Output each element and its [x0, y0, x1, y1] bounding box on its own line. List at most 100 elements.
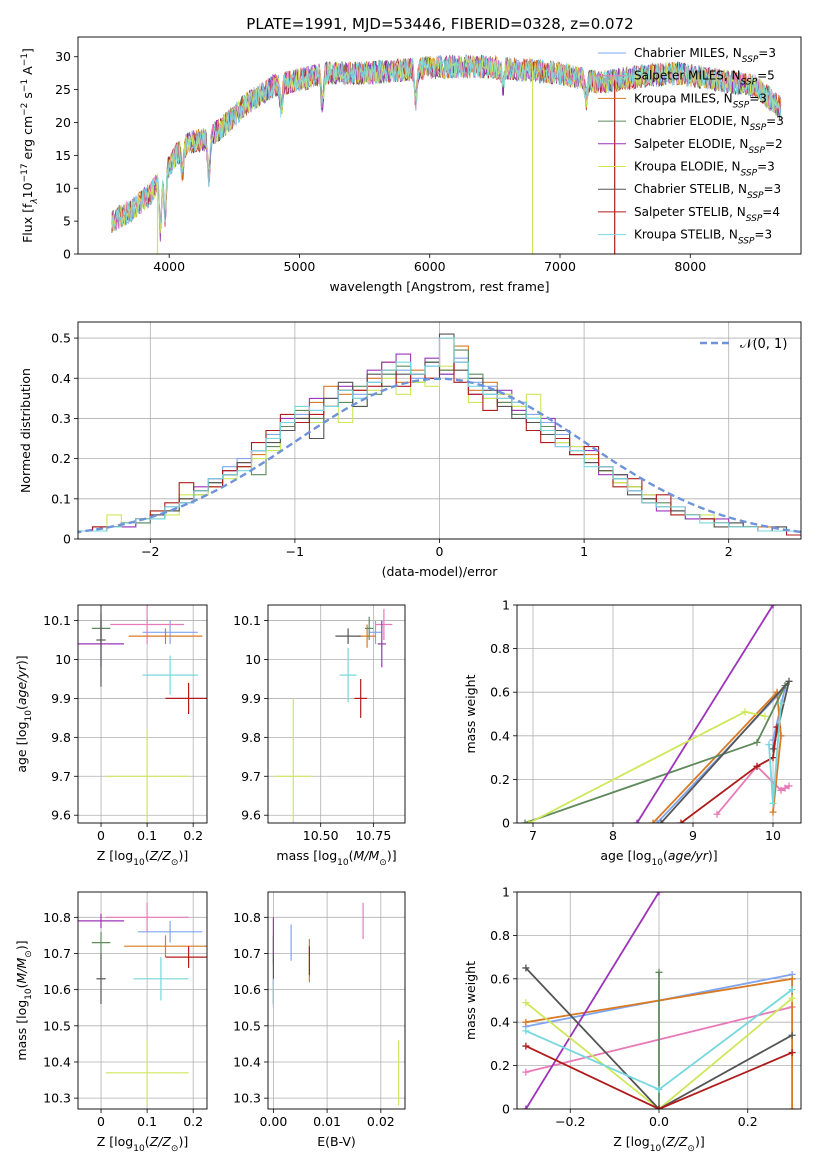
plot-area [521, 605, 793, 823]
x-axis-label: age [log10(age/yr)] [600, 848, 717, 868]
weight-marker [769, 605, 777, 609]
histogram-panel: −2 −1 0 1 2 0 0.1 0.2 0.3 0.4 0.5 Normed distributi… [18, 321, 802, 579]
label-part: erg cm [20, 116, 35, 164]
weight-marker [753, 762, 761, 770]
z-mass-panel: 0 0.1 0.210.310.410.510.610.710.8Z [log10(… [14, 891, 208, 1154]
label-part: Salpeter MILES, N [634, 69, 741, 83]
spectrum-line [111, 54, 782, 231]
label-part: s [20, 92, 35, 103]
weight-line [525, 1045, 793, 1109]
x-tick-label: 0 [97, 828, 105, 843]
weight-marker [777, 699, 785, 707]
label-part: Z [log [613, 1134, 649, 1149]
weight-marker [781, 784, 789, 792]
plot-area [272, 902, 400, 1106]
y-tick-label: 0.4 [490, 1015, 510, 1030]
grid-lines [268, 892, 405, 1109]
y-tick-label: 0.2 [51, 451, 71, 466]
x-tick-label: 7 [529, 828, 537, 843]
y-tick-label: 10 [245, 652, 261, 667]
label-part: Salpeter ELODIE, N [634, 137, 748, 151]
y-tick-label: 10.8 [233, 910, 261, 925]
label-part: 10 [24, 988, 34, 1000]
y-tick-label: 0.3 [51, 411, 71, 426]
weight-marker [655, 968, 663, 976]
legend-label: 𝒩(0, 1) [740, 337, 787, 352]
weight-marker [653, 819, 661, 823]
label-part: 10 [20, 182, 35, 198]
axes-frame [77, 321, 802, 540]
weight-marker [649, 819, 657, 823]
label-part: age/yr [14, 664, 29, 705]
x-tick-label: 10.50 [303, 828, 339, 843]
label-part: Z [log [97, 848, 133, 863]
label-part: λ [30, 198, 40, 204]
axes-frame [516, 891, 802, 1110]
label-part: Z/Z [149, 1134, 172, 1149]
label-part: =3 [757, 160, 775, 174]
y-tick-label: 0.5 [51, 331, 71, 346]
y-tick-label: 10.4 [233, 1054, 261, 1069]
y-tick-label: 1 [502, 885, 510, 900]
x-tick-label: 0.0 [649, 1114, 669, 1129]
label-part: =3 [764, 182, 782, 196]
label-part: −2 [20, 103, 30, 116]
ebv-mass-panel: 0.00 0.01 0.02 10.3 10.4 10.5 10.6 10.7 10.8 E(B-… [233, 891, 406, 1149]
x-tick-label: 0.1 [137, 1114, 157, 1129]
x-tick-label: 8000 [674, 259, 706, 274]
label-part: =2 [765, 137, 783, 151]
x-axis-label: Z [log10(Z/Z⊙)] [97, 1134, 188, 1154]
weight-marker [765, 741, 773, 749]
x-tick-label: 6000 [414, 259, 446, 274]
label-part: Kroupa ELODIE, N [634, 160, 741, 174]
x-tick-label: 10.75 [355, 828, 391, 843]
label-part: ⊙ [687, 1144, 695, 1154]
x-axis-label: (data-model)/error [382, 564, 499, 579]
y-axis-label: mass weight [463, 961, 478, 1040]
label-part: SSP [738, 237, 755, 247]
legend-label: Salpeter STELIB, NSSP=4 [634, 205, 780, 224]
label-part: =3 [754, 228, 772, 242]
y-tick-label: 10.3 [233, 1091, 261, 1106]
y-tick-label: 30 [55, 49, 71, 64]
label-part: mass weight [463, 961, 478, 1040]
weight-marker [761, 712, 769, 720]
y-tick-label: 5 [63, 214, 71, 229]
weight-marker [713, 810, 721, 818]
x-tick-label: 0.1 [137, 828, 157, 843]
weight-marker [788, 994, 796, 1002]
y-tick-label: 0.8 [490, 641, 510, 656]
y-tick-label: 0.4 [51, 371, 71, 386]
y-tick-label: 1 [502, 598, 510, 613]
x-tick-label: 0.02 [367, 1114, 395, 1129]
label-part: )] [387, 848, 397, 863]
plot-area [274, 608, 393, 823]
axes-frame [516, 604, 802, 824]
label-part: ( [145, 1134, 150, 1149]
label-part: Salpeter STELIB, N [634, 205, 746, 219]
y-tick-label: 0 [63, 247, 71, 262]
weight-marker [655, 892, 663, 896]
x-tick-label: −0.2 [555, 1114, 585, 1129]
y-tick-label: 10.7 [43, 946, 71, 961]
label-part: E(B-V) [317, 1134, 356, 1149]
y-tick-label: 0 [502, 816, 510, 831]
y-tick-label: 0.2 [490, 772, 510, 787]
y-tick-label: 0.6 [490, 971, 510, 986]
y-tick-label: 10.3 [43, 1091, 71, 1106]
label-part: age/yr [668, 848, 709, 863]
weight-marker [788, 1031, 796, 1039]
label-part: Chabrier STELIB, N [634, 182, 747, 196]
weight-marker [522, 1105, 530, 1109]
x-tick-label: 0 [97, 1114, 105, 1129]
label-part: )] [695, 1134, 705, 1149]
legend-label: Salpeter ELODIE, NSSP=2 [634, 137, 783, 156]
label-part: SSP [748, 146, 765, 156]
label-part: SSP [733, 100, 750, 110]
label-part: 10 [133, 1144, 145, 1154]
label-part: wavelength [Angstrom, rest frame] [329, 279, 549, 294]
spectrum-panel: 4000 5000 6000 7000 8000 0 5 10 15 20 25 30 Flux [fλ… [20, 36, 802, 294]
label-part: ⊙ [24, 950, 34, 958]
y-tick-label: 9.6 [241, 808, 261, 823]
